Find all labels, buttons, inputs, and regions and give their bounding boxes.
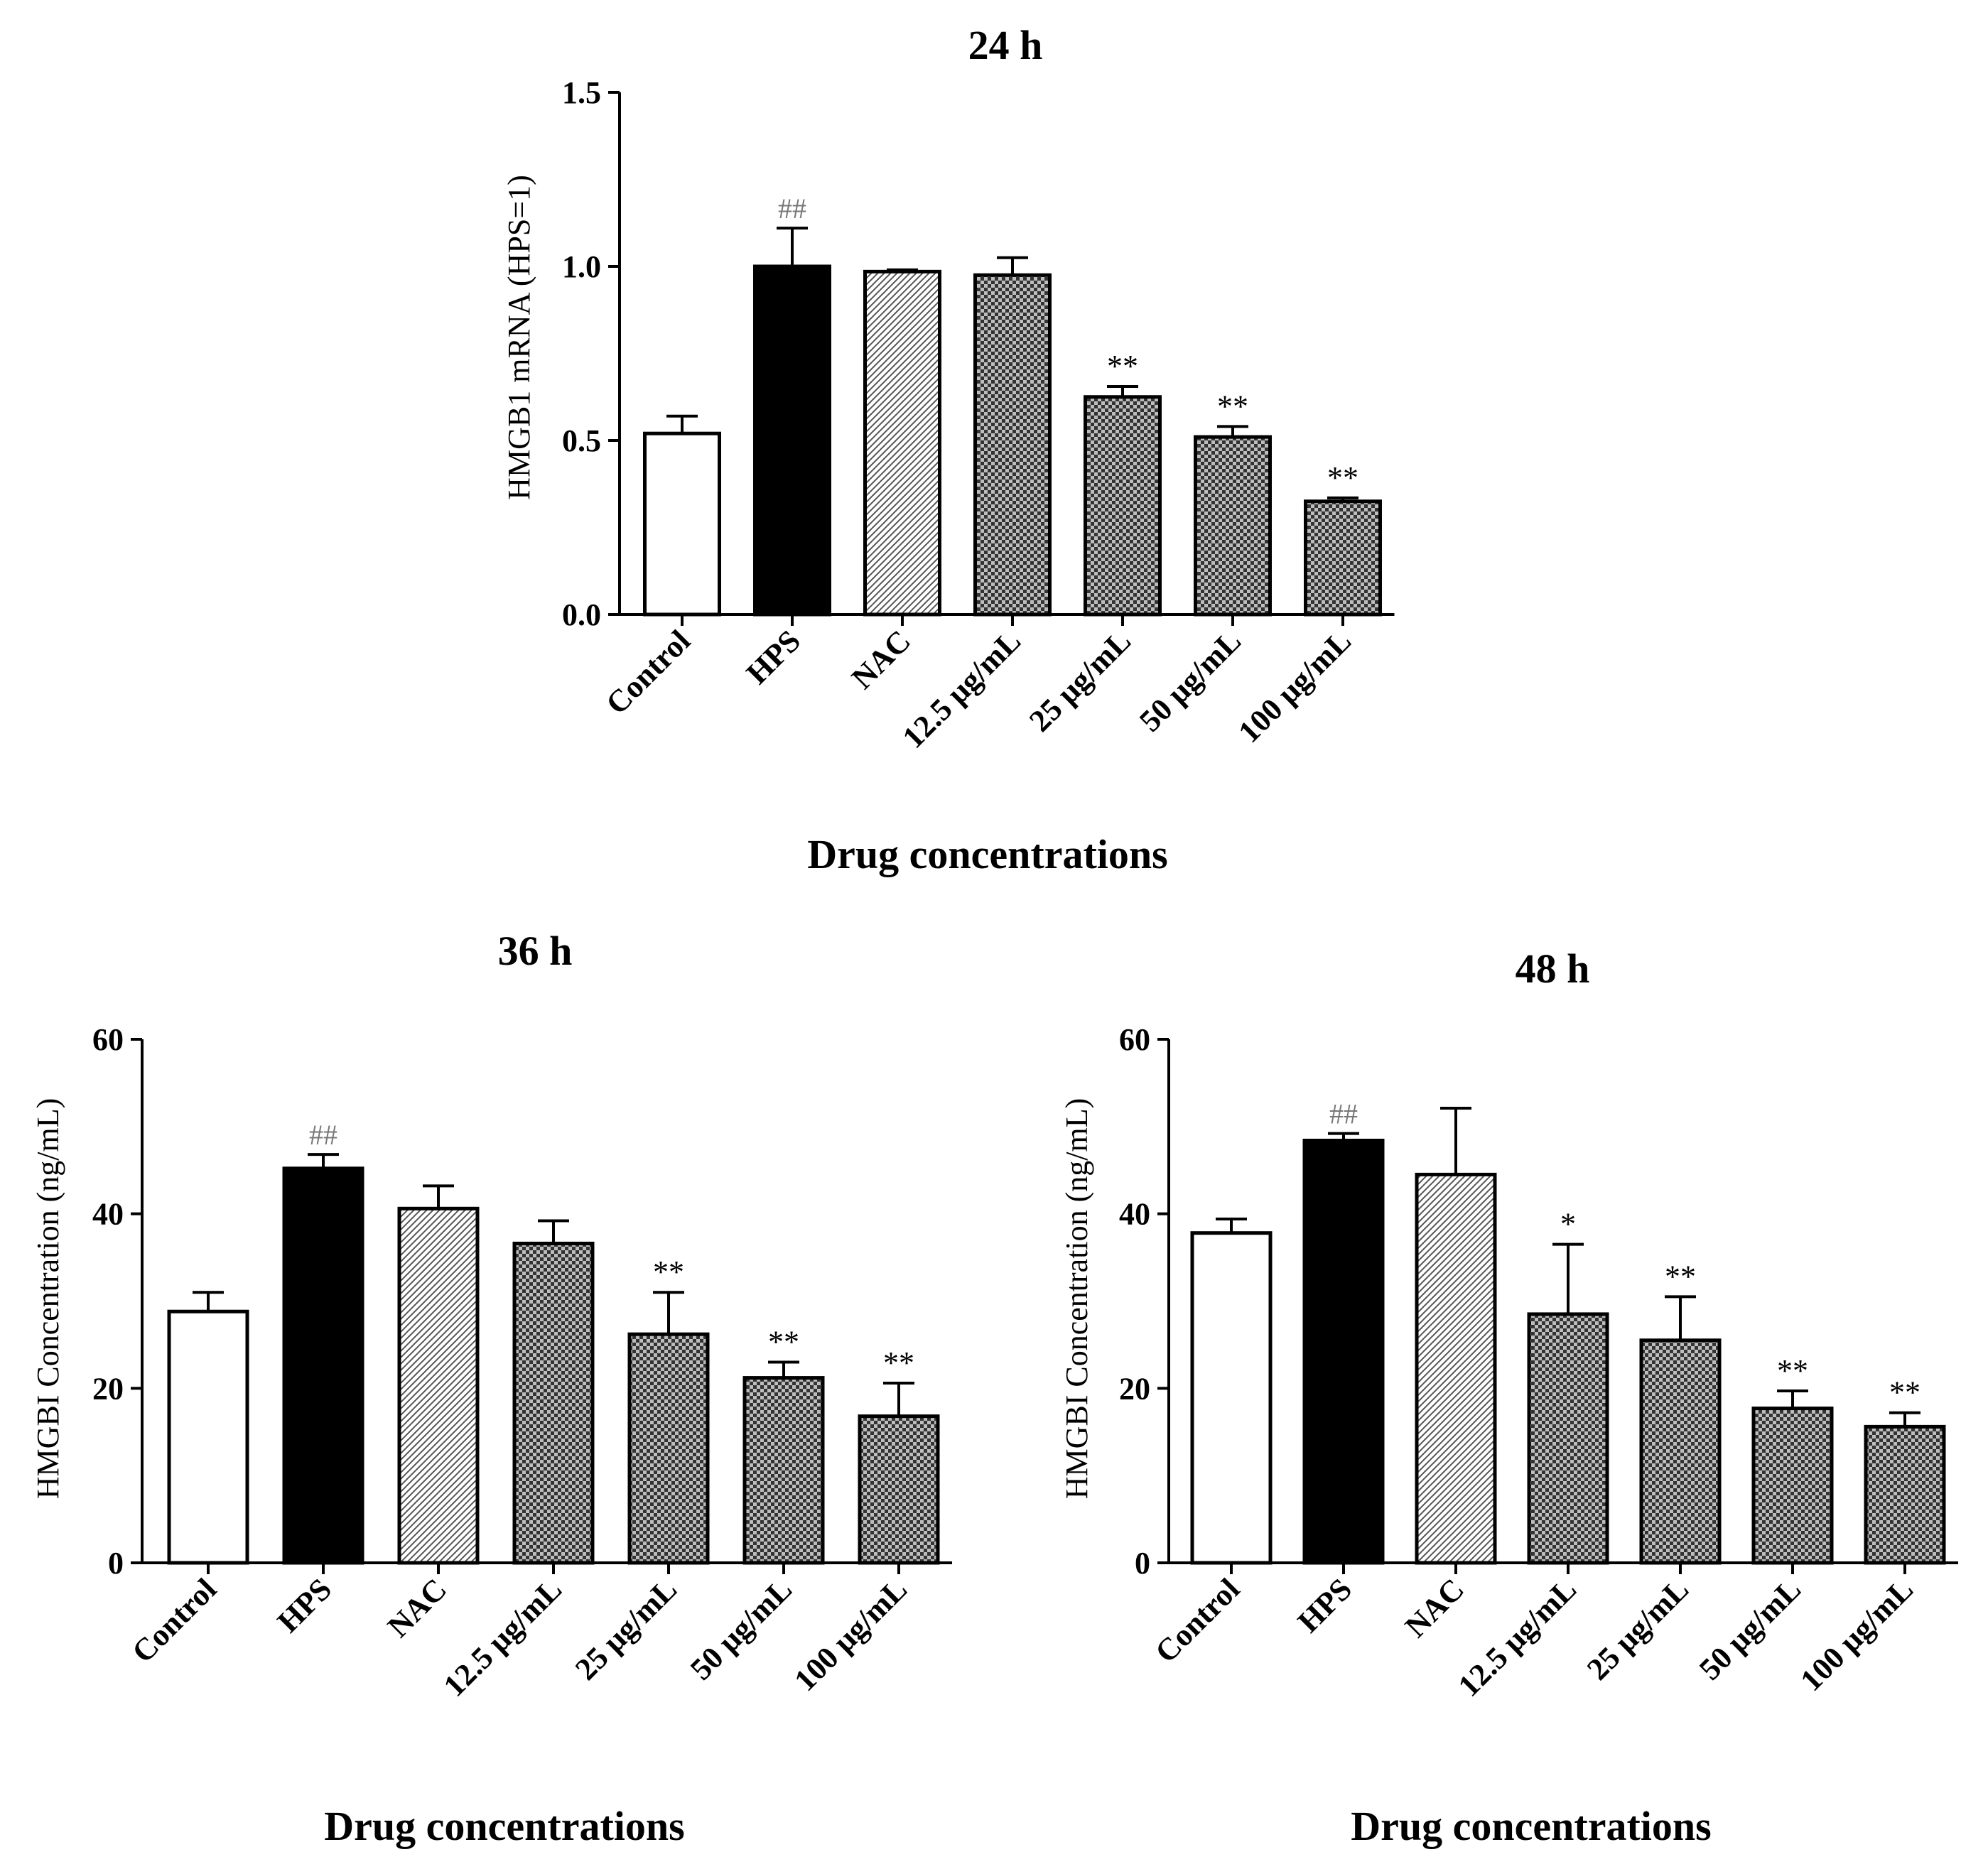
x-axis-label: Drug concentrations bbox=[324, 1803, 684, 1849]
x-tick-label: 25 μg/mL bbox=[568, 1571, 684, 1686]
bar bbox=[282, 1166, 364, 1565]
x-tick-label: 50 μg/mL bbox=[684, 1571, 799, 1686]
x-tick-label: 100 μg/mL bbox=[787, 1571, 914, 1698]
x-tick-label: NAC bbox=[1398, 1571, 1471, 1644]
chart-title: 24 h bbox=[968, 22, 1043, 68]
y-axis-label: HMGBI Concentration (ng/mL) bbox=[1059, 1098, 1094, 1500]
significance-label: * bbox=[1560, 1207, 1576, 1242]
bar bbox=[1751, 1407, 1834, 1565]
x-tick-label: 50 μg/mL bbox=[1692, 1571, 1808, 1686]
x-tick-label: HPS bbox=[740, 623, 807, 690]
x-tick-label: HPS bbox=[271, 1571, 338, 1639]
bar bbox=[1304, 499, 1382, 617]
y-tick-label: 0.5 bbox=[562, 423, 601, 458]
x-tick-label: 50 μg/mL bbox=[1133, 623, 1248, 738]
significance-label: ** bbox=[1217, 389, 1248, 423]
bar bbox=[742, 1376, 825, 1565]
y-axis-label: HMGBI Concentration (ng/mL) bbox=[31, 1098, 65, 1500]
bar bbox=[1194, 435, 1272, 617]
y-tick-label: 0.0 bbox=[562, 597, 601, 632]
x-tick-label: Control bbox=[125, 1571, 223, 1669]
significance-label: ## bbox=[778, 193, 806, 224]
x-tick-label: Control bbox=[1148, 1571, 1246, 1669]
chart-title: 36 h bbox=[498, 928, 573, 974]
bar bbox=[1639, 1338, 1722, 1565]
bar bbox=[512, 1241, 595, 1565]
y-tick-label: 1.5 bbox=[562, 75, 601, 110]
bar bbox=[1415, 1172, 1497, 1565]
significance-label: ## bbox=[309, 1119, 337, 1151]
y-tick-label: 60 bbox=[92, 1022, 124, 1057]
panel-24h: 24 h HMGB1 mRNA (HPS=1) Drug concentrati… bbox=[502, 22, 1395, 877]
x-tick-label: NAC bbox=[381, 1571, 453, 1644]
significance-label: ** bbox=[768, 1324, 799, 1359]
x-tick-label: NAC bbox=[845, 623, 917, 695]
significance-label: ** bbox=[1327, 460, 1358, 495]
significance-label: ** bbox=[1665, 1259, 1696, 1294]
panel-48h: 48 h HMGBI Concentration (ng/mL) Drug co… bbox=[1059, 946, 1958, 1849]
panel-36h: 36 h HMGBI Concentration (ng/mL) Drug co… bbox=[31, 928, 952, 1849]
bar bbox=[1527, 1312, 1609, 1565]
bar bbox=[1864, 1424, 1946, 1565]
bar bbox=[1190, 1231, 1273, 1565]
significance-label: ** bbox=[883, 1345, 914, 1380]
bar bbox=[627, 1332, 710, 1565]
significance-label: ** bbox=[653, 1255, 684, 1289]
x-axis-label: Drug concentrations bbox=[1351, 1803, 1711, 1849]
bar bbox=[643, 431, 721, 617]
significance-label: ## bbox=[1329, 1098, 1358, 1130]
y-tick-label: 20 bbox=[1119, 1371, 1150, 1406]
bar bbox=[1084, 395, 1162, 617]
chart-title: 48 h bbox=[1516, 946, 1590, 992]
y-tick-label: 40 bbox=[92, 1197, 124, 1232]
significance-label: ** bbox=[1889, 1375, 1921, 1410]
x-tick-label: 25 μg/mL bbox=[1580, 1571, 1695, 1686]
bar bbox=[863, 269, 941, 617]
y-tick-label: 0 bbox=[108, 1546, 124, 1581]
significance-label: ** bbox=[1107, 349, 1138, 384]
bar bbox=[858, 1414, 940, 1565]
y-tick-label: 0 bbox=[1135, 1546, 1150, 1581]
x-tick-label: 100 μg/mL bbox=[1793, 1571, 1920, 1698]
bar bbox=[753, 264, 831, 617]
y-tick-label: 60 bbox=[1119, 1022, 1150, 1057]
x-tick-label: 100 μg/mL bbox=[1231, 623, 1358, 749]
bar bbox=[167, 1309, 249, 1565]
y-tick-label: 40 bbox=[1119, 1197, 1150, 1232]
x-axis-label: Drug concentrations bbox=[807, 831, 1167, 877]
x-tick-label: 12.5 μg/mL bbox=[1452, 1571, 1583, 1703]
x-tick-label: HPS bbox=[1291, 1571, 1358, 1639]
y-axis-label: HMGB1 mRNA (HPS=1) bbox=[502, 175, 536, 500]
x-tick-label: 25 μg/mL bbox=[1022, 623, 1138, 738]
bar bbox=[1302, 1138, 1385, 1565]
y-tick-label: 20 bbox=[92, 1371, 124, 1406]
x-tick-label: 12.5 μg/mL bbox=[437, 1571, 568, 1703]
x-tick-label: Control bbox=[599, 623, 697, 721]
bar bbox=[397, 1206, 480, 1565]
y-tick-label: 1.0 bbox=[562, 249, 601, 284]
significance-label: ** bbox=[1777, 1353, 1808, 1388]
x-tick-label: 12.5 μg/mL bbox=[896, 623, 1027, 754]
bar bbox=[973, 273, 1052, 617]
